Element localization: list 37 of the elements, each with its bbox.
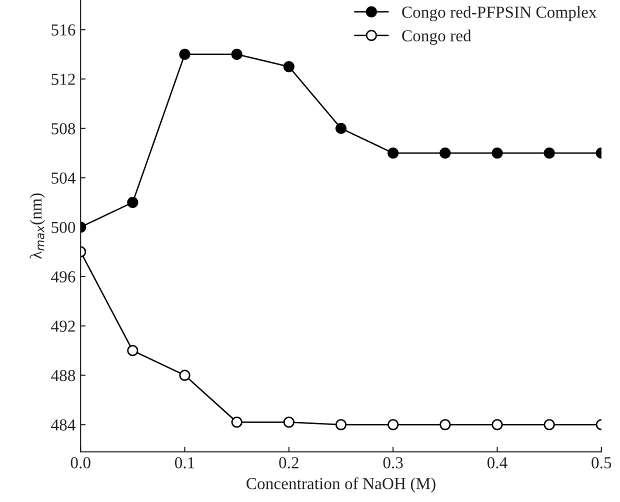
point bbox=[179, 370, 190, 381]
x-tick-label: 0.4 bbox=[487, 457, 508, 468]
x-tick-label: 0.2 bbox=[279, 457, 298, 468]
y-tick-label: 500 bbox=[52, 222, 76, 234]
y-tick-label: 484 bbox=[51, 419, 76, 431]
point bbox=[544, 148, 555, 159]
y-tick-label: 492 bbox=[51, 320, 75, 332]
point bbox=[127, 345, 138, 356]
point bbox=[335, 419, 347, 430]
point bbox=[440, 148, 451, 159]
point bbox=[544, 419, 555, 430]
point bbox=[127, 196, 138, 208]
y-axis-title: λ$_{max}$(nm) bbox=[30, 193, 45, 259]
point bbox=[492, 148, 503, 159]
x-tick-label: 0.1 bbox=[174, 457, 194, 468]
y-tick-label: 512 bbox=[52, 74, 75, 85]
y-tick-label: 496 bbox=[51, 271, 76, 282]
y-tick-label: 504 bbox=[52, 172, 76, 184]
legend-label: Congo red-PFPSIN Complex bbox=[402, 6, 597, 22]
x-tick-label: 0.0 bbox=[70, 457, 90, 468]
x-tick-label: 0.5 bbox=[592, 457, 612, 468]
point bbox=[283, 61, 294, 72]
point bbox=[179, 48, 190, 60]
point bbox=[231, 48, 242, 60]
x-axis-title: Concentration of NaOH (M) bbox=[246, 477, 436, 493]
y-tick-label: 516 bbox=[52, 24, 76, 36]
y-tick-label: 488 bbox=[51, 370, 76, 382]
point bbox=[335, 122, 347, 134]
y-tick-label: 508 bbox=[52, 123, 76, 134]
point bbox=[231, 416, 242, 428]
point bbox=[440, 419, 451, 430]
point bbox=[283, 416, 294, 428]
x-tick-label: 0.3 bbox=[383, 457, 403, 468]
point bbox=[492, 419, 503, 430]
point bbox=[388, 419, 399, 430]
point bbox=[388, 148, 399, 159]
legend-label: Congo red bbox=[402, 30, 472, 45]
